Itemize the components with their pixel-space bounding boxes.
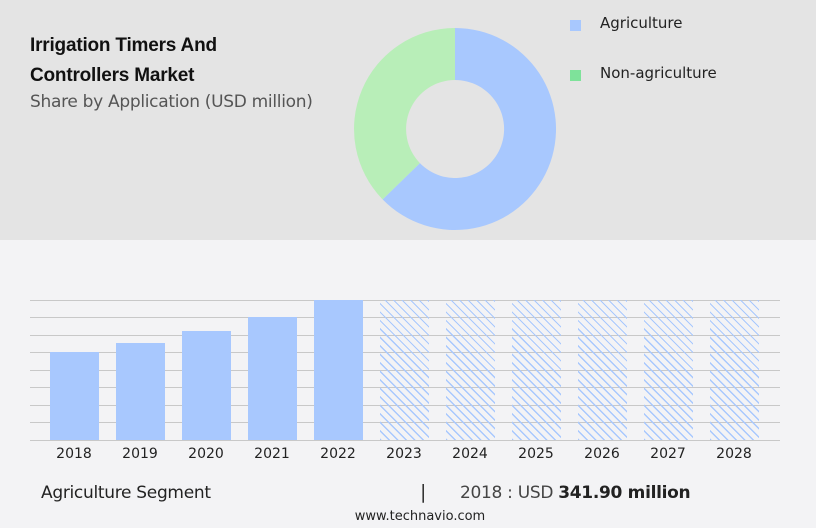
x-tick-label: 2023 xyxy=(386,446,422,462)
donut-slice-agriculture xyxy=(382,28,557,230)
bar-2020 xyxy=(182,331,231,440)
legend-label: Non-agriculture xyxy=(600,64,717,82)
x-tick-label: 2025 xyxy=(518,446,554,462)
donut-chart xyxy=(354,28,557,230)
segment-label: Agriculture Segment xyxy=(41,483,211,503)
bar-2023-forecast xyxy=(380,300,429,440)
bar-2021 xyxy=(248,317,297,440)
x-tick-label: 2027 xyxy=(650,446,686,462)
bar-2025-forecast xyxy=(512,300,561,440)
bar-2019 xyxy=(116,343,165,440)
source-url: www.technavio.com xyxy=(354,509,486,524)
bar-2018 xyxy=(50,352,99,440)
x-tick-label: 2022 xyxy=(320,446,356,462)
x-tick-label: 2026 xyxy=(584,446,620,462)
value-amount: 341.90 million xyxy=(558,483,691,503)
segment-value: 2018 : USD 341.90 million xyxy=(460,483,691,503)
footer-separator: | xyxy=(420,481,427,503)
baseline xyxy=(30,440,780,441)
title-line-1: Irrigation Timers And xyxy=(30,35,217,56)
header-panel: Irrigation Timers And Controllers Market… xyxy=(0,0,816,240)
x-tick-label: 2028 xyxy=(716,446,752,462)
bar-2028-forecast xyxy=(710,300,759,440)
bar-2026-forecast xyxy=(578,300,627,440)
legend-swatch-icon xyxy=(570,70,581,81)
legend-label: Agriculture xyxy=(600,14,683,32)
title-line-2: Controllers Market xyxy=(30,65,195,86)
bar-2027-forecast xyxy=(644,300,693,440)
x-tick-label: 2020 xyxy=(188,446,224,462)
x-tick-label: 2019 xyxy=(122,446,158,462)
legend-swatch-icon xyxy=(570,20,581,31)
x-tick-label: 2018 xyxy=(56,446,92,462)
value-prefix: 2018 : USD xyxy=(460,483,559,503)
bar-2024-forecast xyxy=(446,300,495,440)
bar-2022 xyxy=(314,300,363,440)
chart-subtitle: Share by Application (USD million) xyxy=(30,92,313,112)
chart-title: Irrigation Timers And Controllers Market xyxy=(30,31,217,91)
donut-slice-non-agriculture xyxy=(354,28,455,200)
x-tick-label: 2024 xyxy=(452,446,488,462)
x-tick-label: 2021 xyxy=(254,446,290,462)
